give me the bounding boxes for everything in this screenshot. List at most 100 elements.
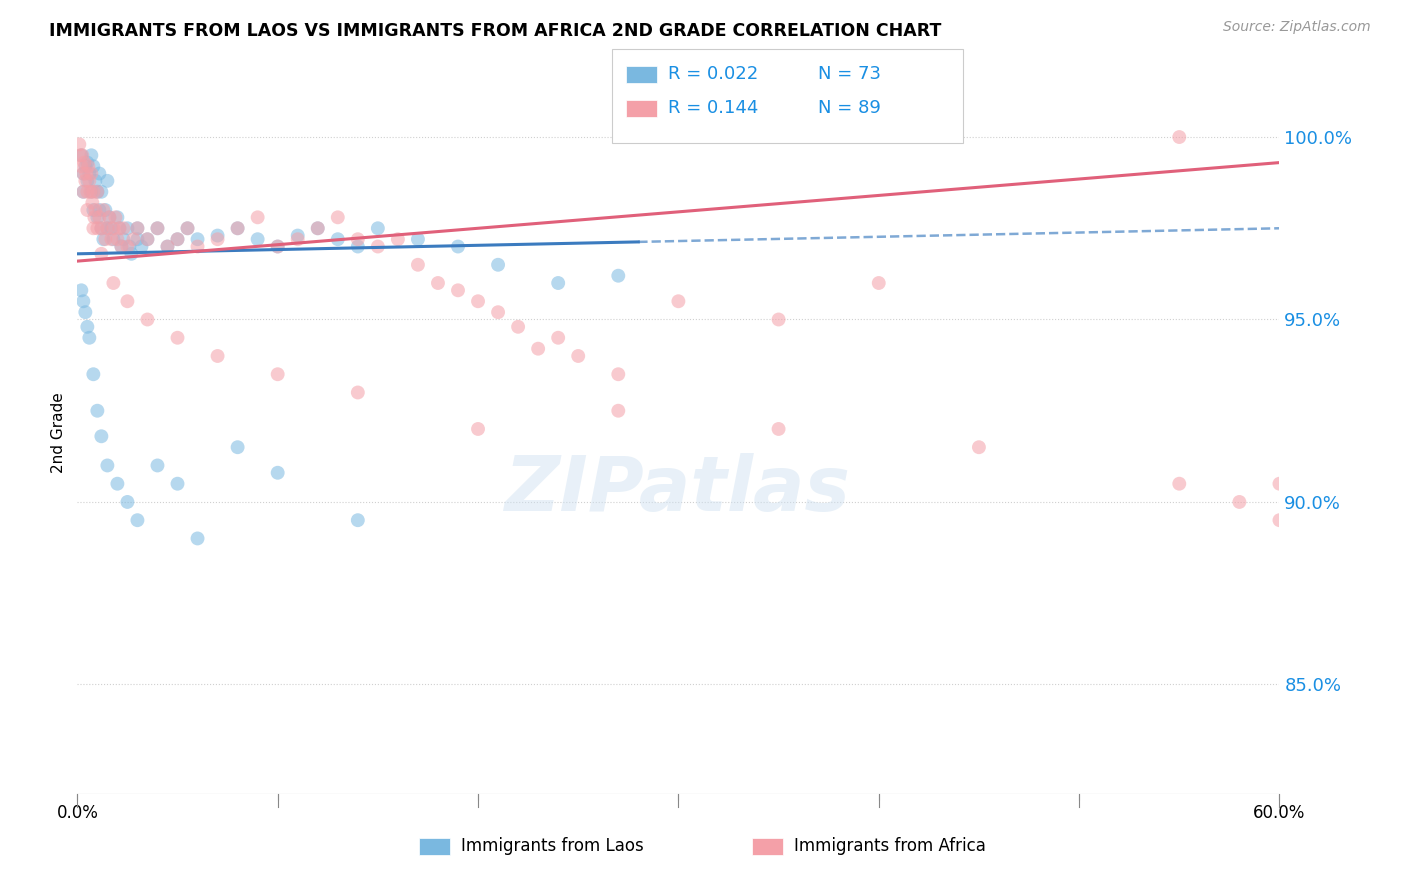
Point <box>72 167 94 181</box>
Point <box>486 258 509 272</box>
Point <box>104 211 127 225</box>
Point <box>90 429 112 443</box>
Point <box>307 221 329 235</box>
Point <box>75 159 97 173</box>
Point <box>98 211 121 225</box>
Point <box>76 202 98 217</box>
Point <box>72 148 94 162</box>
Point <box>96 221 118 235</box>
Point <box>117 221 139 235</box>
Point <box>1229 495 1251 509</box>
Point <box>486 305 509 319</box>
Point <box>76 319 98 334</box>
Text: IMMIGRANTS FROM LAOS VS IMMIGRANTS FROM AFRICA 2ND GRADE CORRELATION CHART: IMMIGRANTS FROM LAOS VS IMMIGRANTS FROM … <box>49 22 942 40</box>
Point <box>72 294 94 309</box>
Point <box>82 195 104 210</box>
Point <box>94 232 117 246</box>
Point <box>176 221 198 235</box>
Point <box>347 513 370 527</box>
Point <box>267 368 290 382</box>
Point <box>103 232 125 246</box>
Point <box>84 174 107 188</box>
Point <box>100 232 122 246</box>
Point <box>527 342 550 356</box>
Point <box>547 276 569 290</box>
Point <box>567 349 589 363</box>
Point <box>447 239 470 253</box>
Point <box>117 294 139 309</box>
Point <box>86 185 108 199</box>
Point <box>467 422 489 436</box>
Point <box>89 167 111 181</box>
Point <box>80 167 103 181</box>
Point <box>1268 476 1291 491</box>
Text: R = 0.022: R = 0.022 <box>668 65 758 83</box>
Point <box>267 239 290 253</box>
Text: R = 0.144: R = 0.144 <box>668 99 758 117</box>
Point <box>406 258 429 272</box>
Point <box>246 232 269 246</box>
Point <box>607 268 630 283</box>
Point <box>768 312 790 326</box>
Point <box>70 283 93 297</box>
Point <box>146 458 169 473</box>
Point <box>226 221 249 235</box>
Text: N = 89: N = 89 <box>818 99 882 117</box>
Point <box>207 228 229 243</box>
Point <box>1309 458 1331 473</box>
Point <box>467 294 489 309</box>
Point <box>75 167 97 181</box>
Text: Immigrants from Africa: Immigrants from Africa <box>794 837 986 855</box>
Point <box>156 239 179 253</box>
Text: Immigrants from Laos: Immigrants from Laos <box>461 837 644 855</box>
Point <box>93 202 115 217</box>
Point <box>176 221 198 235</box>
Point <box>82 221 104 235</box>
Point <box>70 159 93 173</box>
Point <box>187 532 209 546</box>
Point <box>166 232 188 246</box>
Point <box>82 202 104 217</box>
Point <box>207 232 229 246</box>
Point <box>112 232 135 246</box>
Point <box>72 167 94 181</box>
Point <box>117 495 139 509</box>
Point <box>76 155 98 169</box>
Point <box>107 476 129 491</box>
Point <box>122 232 145 246</box>
Point <box>127 221 149 235</box>
Point <box>79 331 101 345</box>
Point <box>82 185 104 199</box>
Point <box>90 221 112 235</box>
Point <box>84 202 107 217</box>
Point <box>136 312 159 326</box>
Point <box>156 239 179 253</box>
Point <box>166 476 188 491</box>
Point <box>607 368 630 382</box>
Point <box>93 232 115 246</box>
Point <box>127 221 149 235</box>
Point <box>86 185 108 199</box>
Point <box>1168 476 1191 491</box>
Point <box>79 185 101 199</box>
Point <box>1268 513 1291 527</box>
Point <box>108 221 131 235</box>
Point <box>118 239 141 253</box>
Point <box>267 466 290 480</box>
Point <box>76 185 98 199</box>
Point <box>367 239 389 253</box>
Point <box>67 137 90 152</box>
Point <box>86 221 108 235</box>
Point <box>83 211 105 225</box>
Point <box>80 148 103 162</box>
Point <box>326 211 349 225</box>
Point <box>246 211 269 225</box>
Point <box>187 239 209 253</box>
Point <box>207 349 229 363</box>
Text: ZIPatlas: ZIPatlas <box>505 453 852 527</box>
Point <box>226 440 249 454</box>
Y-axis label: 2nd Grade: 2nd Grade <box>51 392 66 473</box>
Point <box>226 221 249 235</box>
Point <box>967 440 990 454</box>
Point <box>287 228 309 243</box>
